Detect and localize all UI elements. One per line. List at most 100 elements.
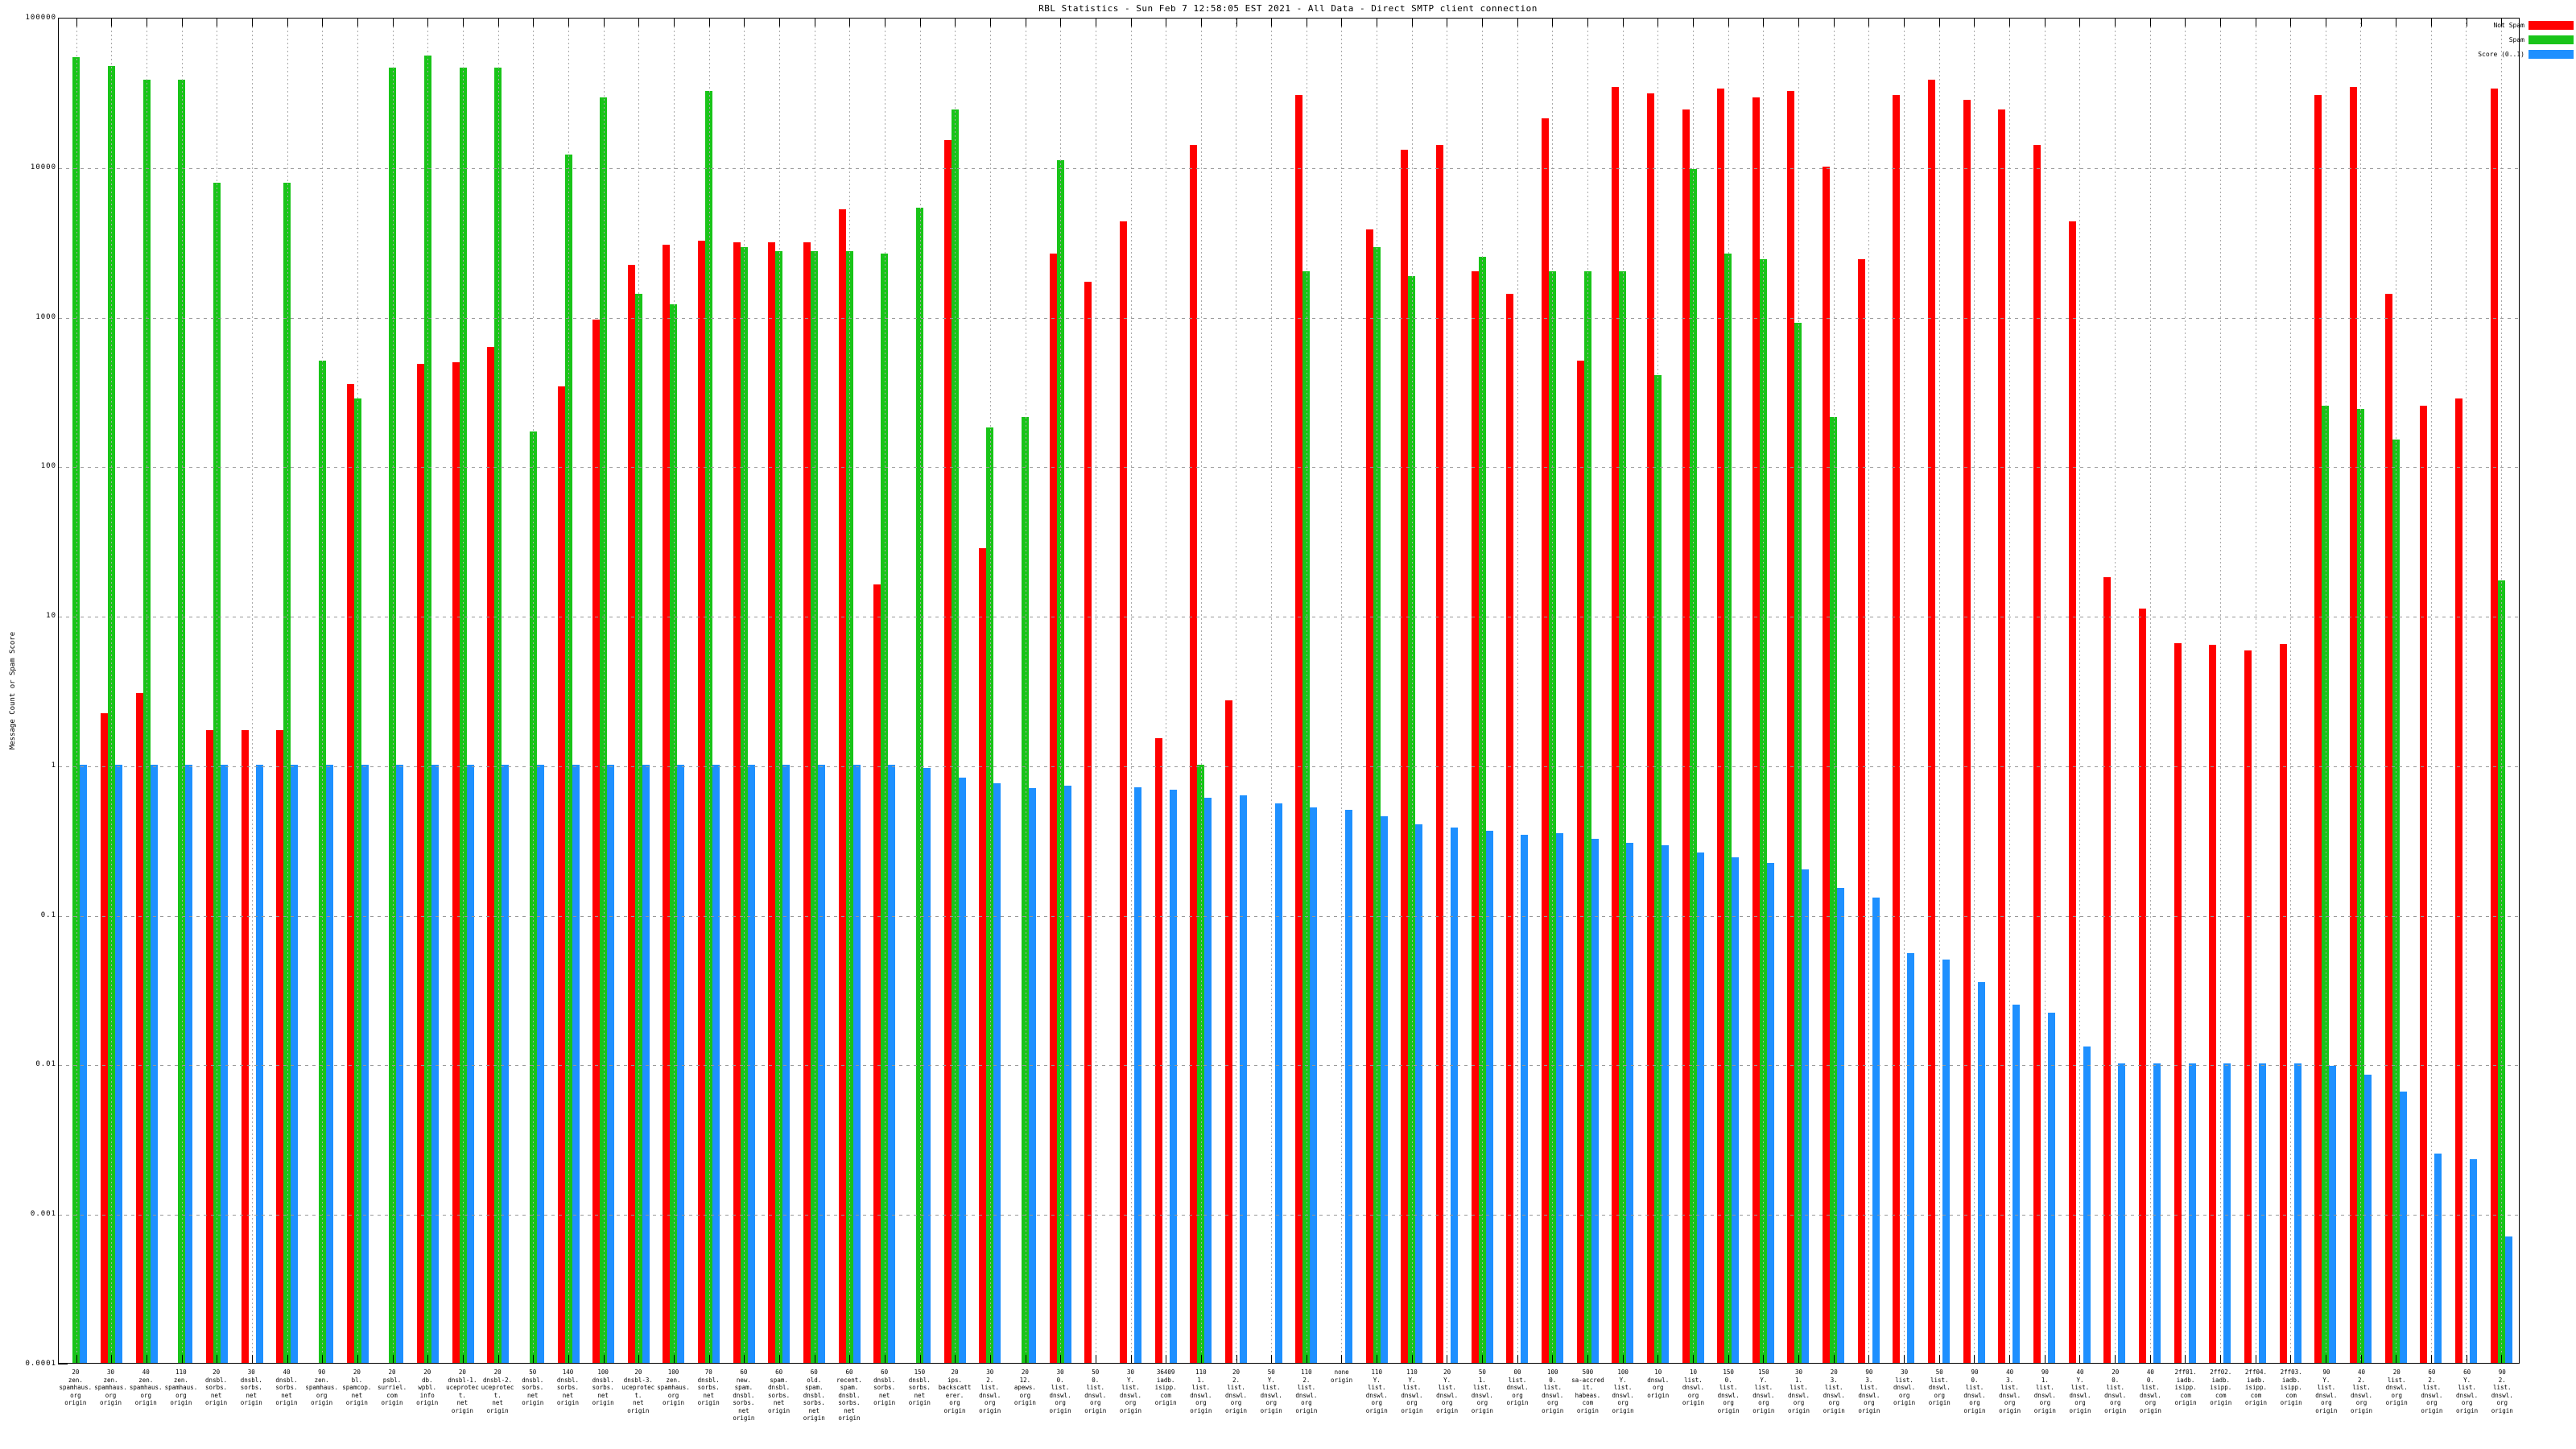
legend-label: Not Spam <box>2493 22 2524 29</box>
x-axis-tick-label: 90 Y. list. dnswl. org origin <box>2315 1368 2338 1414</box>
vertical-gridline <box>463 19 464 1363</box>
bar-not-spam <box>416 363 424 1363</box>
bar-score <box>361 764 369 1363</box>
bar-score <box>607 764 615 1363</box>
bar-group <box>551 19 586 1363</box>
x-tick-bottom <box>1341 1355 1343 1363</box>
vertical-gridline <box>427 19 429 1363</box>
x-tick-top <box>1482 19 1484 27</box>
bar-score <box>712 764 720 1363</box>
bar-not-spam <box>135 693 143 1363</box>
x-axis-tick-label: 20 Y. list. dnswl. org origin <box>1436 1368 1459 1414</box>
chart-title: RBL Statistics - Sun Feb 7 12:58:05 EST … <box>1038 3 1538 14</box>
bar-not-spam <box>452 362 460 1363</box>
vertical-gridline <box>1060 19 1062 1363</box>
vertical-gridline <box>1200 19 1202 1363</box>
x-tick-top <box>2501 19 2503 27</box>
bar-not-spam <box>1224 700 1232 1363</box>
chart-legend: Not Spam Spam Score (0..1) <box>2453 20 2574 64</box>
bar-score <box>291 764 299 1363</box>
x-tick-bottom <box>463 1355 464 1363</box>
bar-score <box>1872 897 1880 1363</box>
bar-score <box>2293 1063 2301 1363</box>
bar-score <box>2363 1074 2372 1363</box>
bar-group <box>1078 19 1113 1363</box>
x-axis-tick-label: 140 dnsbl. sorbs. net origin <box>556 1368 580 1406</box>
x-tick-top <box>1341 19 1343 27</box>
x-tick-top <box>1060 19 1062 27</box>
x-tick-top <box>2290 19 2292 27</box>
x-tick-bottom <box>1482 1355 1484 1363</box>
legend-label: Spam <box>2508 36 2524 43</box>
x-axis-tick-label: 40 zen. spamhaus. org origin <box>129 1368 163 1406</box>
x-tick-top <box>181 19 183 27</box>
bar-score <box>431 764 439 1363</box>
bar-score <box>1380 816 1388 1363</box>
bar-not-spam <box>663 244 671 1363</box>
bar-group <box>902 19 938 1363</box>
horizontal-gridline <box>59 317 2519 319</box>
x-tick-bottom <box>2079 1355 2081 1363</box>
vertical-gridline <box>2044 19 2046 1363</box>
bar-score <box>888 764 896 1363</box>
bar-score <box>255 764 263 1363</box>
bar-score <box>2259 1063 2267 1363</box>
vertical-gridline <box>1728 19 1729 1363</box>
bar-score <box>1591 838 1599 1363</box>
x-axis-tick-label: 90 zen. spamhaus. org origin <box>305 1368 338 1406</box>
bar-score <box>325 764 333 1363</box>
x-axis-tick-label: 100 zen. spamhaus. org origin <box>657 1368 690 1406</box>
x-tick-top <box>463 19 464 27</box>
bar-group <box>516 19 551 1363</box>
x-tick-top <box>76 19 77 27</box>
bar-group <box>340 19 375 1363</box>
bar-series-container <box>59 19 2519 1363</box>
bar-score <box>818 764 826 1363</box>
bar-group <box>59 19 94 1363</box>
bar-score <box>185 764 193 1363</box>
vertical-gridline <box>778 19 780 1363</box>
x-axis-tick-label: 10 list. dnswl. org origin <box>1682 1368 1705 1406</box>
bar-not-spam <box>733 242 741 1363</box>
horizontal-gridline <box>59 467 2519 469</box>
vertical-gridline <box>1693 19 1695 1363</box>
x-tick-bottom <box>568 1355 570 1363</box>
bar-group <box>1816 19 1852 1363</box>
x-axis-tick-label: 110 Y. list. dnswl. org origin <box>1401 1368 1423 1414</box>
x-axis-tick-label: 50 list. dnswl. org origin <box>1928 1368 1951 1406</box>
x-axis-tick-label: 00 list. dnswl. org origin <box>1506 1368 1529 1406</box>
x-tick-top <box>955 19 956 27</box>
bar-not-spam <box>1612 87 1620 1363</box>
x-axis-tick-label: 40 0. list. dnswl. org origin <box>2139 1368 2161 1414</box>
vertical-gridline <box>1552 19 1554 1363</box>
bar-group <box>2238 19 2273 1363</box>
bar-score <box>2469 1159 2477 1363</box>
x-tick-top <box>1517 19 1518 27</box>
bar-group <box>129 19 164 1363</box>
x-tick-top <box>497 19 499 27</box>
x-axis-tick-label: 20 0. list. dnswl. org origin <box>2104 1368 2127 1414</box>
bar-group <box>2027 19 2062 1363</box>
x-axis-tick-label: 150 Y. list. dnswl. org origin <box>1752 1368 1775 1414</box>
bar-group <box>2308 19 2343 1363</box>
vertical-gridline <box>1482 19 1484 1363</box>
x-axis-tick-label: 50 1. list. dnswl. org origin <box>1471 1368 1493 1414</box>
x-tick-bottom <box>252 1355 254 1363</box>
bar-score <box>572 764 580 1363</box>
legend-swatch <box>2529 50 2574 59</box>
bar-score <box>2399 1092 2407 1363</box>
bar-group <box>1570 19 1605 1363</box>
x-axis-tick-label: 30 1. list. dnswl. org origin <box>1787 1368 1810 1414</box>
bar-group <box>1289 19 1324 1363</box>
bar-group <box>305 19 341 1363</box>
bar-not-spam <box>2279 644 2287 1363</box>
bar-group <box>2343 19 2379 1363</box>
bar-group <box>1324 19 1360 1363</box>
x-tick-bottom <box>1974 1355 1975 1363</box>
bar-group <box>2273 19 2308 1363</box>
x-axis-tick-label: 20 2. list. dnswl. org origin <box>1224 1368 1248 1414</box>
x-tick-bottom <box>2501 1355 2503 1363</box>
bar-group <box>2483 19 2519 1363</box>
x-tick-bottom <box>919 1355 921 1363</box>
